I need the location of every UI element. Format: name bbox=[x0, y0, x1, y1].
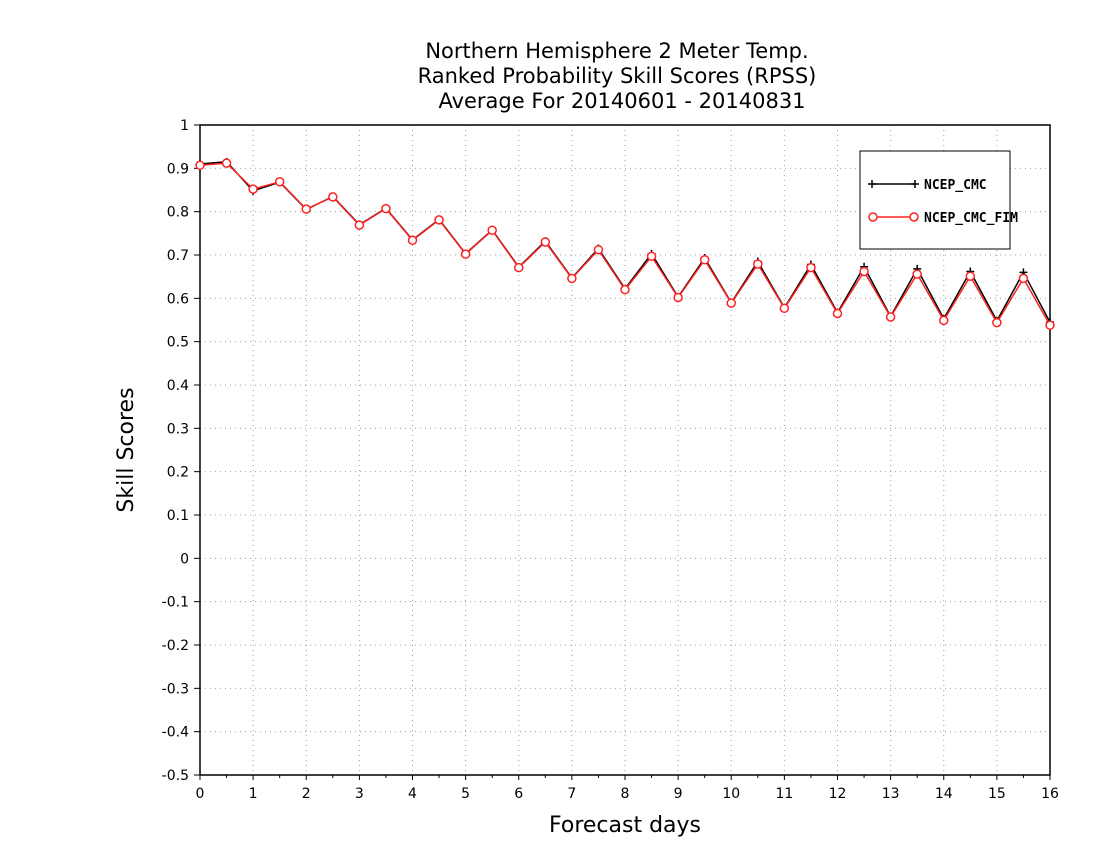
y-tick-label: -0.2 bbox=[162, 638, 189, 654]
data-point-ncep-cmc-fim bbox=[1018, 273, 1029, 284]
chart-title-line-3: Average For 20140601 - 20140831 bbox=[438, 89, 805, 113]
legend-marker-ncep-cmc-fim-left bbox=[868, 212, 878, 222]
data-point-ncep-cmc-fim bbox=[540, 237, 551, 247]
y-tick-label: 0 bbox=[180, 551, 189, 567]
data-point-ncep-cmc-fim bbox=[992, 317, 1002, 328]
data-point-ncep-cmc-fim bbox=[779, 303, 790, 314]
data-point-ncep-cmc-fim bbox=[460, 249, 471, 259]
data-point-ncep-cmc-fim bbox=[912, 269, 922, 279]
y-tick-label: 0.2 bbox=[167, 465, 189, 481]
x-tick-label: 15 bbox=[988, 786, 1006, 802]
x-tick-label: 8 bbox=[621, 786, 630, 802]
x-tick-label: 11 bbox=[775, 786, 793, 802]
x-tick-label: 1 bbox=[249, 786, 258, 802]
data-point-ncep-cmc-fim bbox=[328, 192, 338, 202]
data-point-ncep-cmc-fim bbox=[274, 177, 285, 187]
x-tick-label: 3 bbox=[355, 786, 364, 802]
data-point-ncep-cmc-fim bbox=[646, 251, 657, 262]
data-point-ncep-cmc-fim bbox=[354, 220, 365, 230]
data-point-ncep-cmc-fim bbox=[195, 160, 205, 171]
chart-title-line-1: Northern Hemisphere 2 Meter Temp. bbox=[425, 39, 808, 63]
data-point-ncep-cmc-fim bbox=[806, 262, 816, 273]
gridlines bbox=[200, 125, 1050, 775]
y-tick-label: 0.3 bbox=[167, 421, 189, 437]
legend-label-ncep-cmc-fim: NCEP_CMC_FIM bbox=[924, 211, 1018, 226]
y-tick-label: -0.1 bbox=[162, 595, 189, 611]
y-tick-label: -0.5 bbox=[162, 768, 189, 784]
x-tick-label: 6 bbox=[514, 786, 523, 802]
data-point-ncep-cmc-fim bbox=[726, 298, 736, 308]
x-tick-label: 16 bbox=[1041, 786, 1059, 802]
data-point-ncep-cmc-fim bbox=[381, 203, 391, 214]
data-point-ncep-cmc-fim bbox=[699, 255, 710, 265]
data-point-ncep-cmc-fim bbox=[939, 315, 949, 326]
data-point-ncep-cmc-fim bbox=[859, 266, 869, 277]
y-axis-label: Skill Scores bbox=[114, 387, 139, 512]
y-tick-label: 1 bbox=[180, 118, 189, 134]
data-point-ncep-cmc-fim bbox=[885, 312, 896, 322]
data-point-ncep-cmc-fim bbox=[301, 204, 311, 214]
series-lines bbox=[195, 157, 1055, 330]
data-point-ncep-cmc-fim bbox=[567, 273, 577, 284]
plot-frame bbox=[199, 124, 1051, 776]
y-tick-label: 0.6 bbox=[167, 291, 189, 307]
x-axis-label: Forecast days bbox=[549, 813, 701, 838]
y-tick-label: -0.4 bbox=[162, 725, 189, 741]
axes: 0 1 2 3 4 5 6 7 8 9 10 11 12 13 14 15 1610.90.80.70.60.5… bbox=[162, 118, 1059, 802]
data-point-ncep-cmc-fim bbox=[434, 215, 444, 225]
data-point-ncep-cmc-fim bbox=[221, 158, 232, 168]
x-tick-label: 12 bbox=[829, 786, 847, 802]
data-point-ncep-cmc-fim bbox=[620, 284, 630, 295]
x-tick-label: 10 bbox=[722, 786, 740, 802]
data-point-ncep-cmc-fim bbox=[673, 292, 683, 303]
data-point-ncep-cmc-fim bbox=[593, 245, 604, 255]
y-tick-label: 0.5 bbox=[167, 335, 189, 351]
x-tick-label: 4 bbox=[408, 786, 417, 802]
data-point-ncep-cmc-fim bbox=[487, 225, 497, 236]
x-tick-label: 13 bbox=[882, 786, 900, 802]
legend-marker-ncep-cmc-fim-right bbox=[909, 212, 919, 222]
data-point-ncep-cmc-fim bbox=[514, 262, 524, 273]
y-tick-label: 0.7 bbox=[167, 248, 189, 264]
data-point-ncep-cmc-fim bbox=[407, 235, 418, 246]
data-point-ncep-cmc-fim bbox=[1045, 320, 1055, 330]
chart-title-line-2: Ranked Probability Skill Scores (RPSS) bbox=[418, 64, 817, 88]
x-tick-label: 5 bbox=[461, 786, 470, 802]
y-tick-label: 0.1 bbox=[167, 508, 189, 524]
y-tick-label: 0.9 bbox=[167, 161, 189, 177]
data-point-ncep-cmc-fim bbox=[965, 271, 976, 281]
legend: NCEP_CMC NCEP_CMC_FIM bbox=[859, 150, 1018, 250]
y-tick-label: -0.3 bbox=[162, 681, 189, 697]
x-tick-label: 14 bbox=[935, 786, 953, 802]
legend-marker-ncep-cmc bbox=[868, 180, 919, 188]
legend-box bbox=[859, 150, 1011, 250]
x-tick-label: 7 bbox=[567, 786, 576, 802]
x-tick-label: 9 bbox=[674, 786, 683, 802]
data-point-ncep-cmc-fim bbox=[832, 308, 843, 319]
legend-label-ncep-cmc: NCEP_CMC bbox=[924, 178, 987, 193]
x-tick-label: 0 bbox=[196, 786, 205, 802]
y-tick-label: 0.4 bbox=[167, 378, 189, 394]
y-tick-label: 0.8 bbox=[167, 205, 189, 221]
data-point-ncep-cmc-fim bbox=[753, 259, 763, 269]
x-tick-label: 2 bbox=[302, 786, 311, 802]
data-point-ncep-cmc-fim bbox=[248, 184, 258, 194]
